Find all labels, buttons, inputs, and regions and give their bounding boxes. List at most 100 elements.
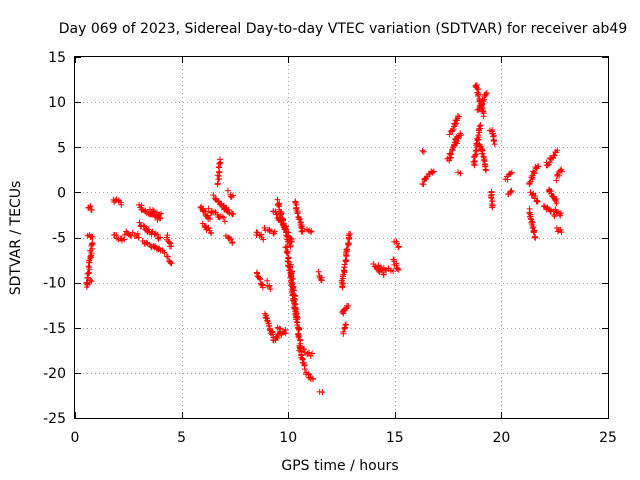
data-point bbox=[267, 286, 274, 293]
data-point bbox=[127, 232, 134, 239]
data-point bbox=[318, 277, 325, 284]
data-point bbox=[166, 258, 173, 265]
data-point bbox=[430, 168, 437, 175]
data-point bbox=[534, 198, 541, 205]
data-point bbox=[214, 172, 221, 179]
data-point bbox=[345, 241, 352, 248]
data-point bbox=[557, 167, 564, 174]
y-tick-label: -10 bbox=[43, 276, 66, 292]
data-point bbox=[533, 197, 540, 204]
data-point bbox=[151, 230, 158, 237]
data-point bbox=[419, 147, 426, 154]
data-point bbox=[395, 244, 402, 251]
data-point bbox=[476, 142, 483, 149]
data-point bbox=[457, 130, 464, 137]
data-point bbox=[288, 268, 295, 275]
data-point bbox=[136, 219, 143, 226]
data-point bbox=[448, 150, 455, 157]
data-point bbox=[217, 156, 224, 163]
y-tick-label: 10 bbox=[48, 95, 66, 111]
data-point bbox=[420, 181, 427, 188]
data-points bbox=[83, 81, 565, 396]
data-point bbox=[475, 106, 482, 113]
data-point bbox=[157, 234, 164, 241]
data-point bbox=[266, 322, 273, 329]
data-point bbox=[228, 236, 235, 243]
data-point bbox=[208, 208, 215, 215]
y-tick-label: 0 bbox=[57, 185, 66, 201]
data-point bbox=[164, 253, 171, 260]
data-point bbox=[298, 224, 305, 231]
data-point bbox=[429, 169, 436, 176]
data-point bbox=[205, 205, 212, 212]
data-point bbox=[532, 234, 539, 241]
data-point bbox=[310, 375, 317, 382]
data-point bbox=[449, 127, 456, 134]
data-point bbox=[299, 228, 306, 235]
data-point bbox=[480, 113, 487, 120]
data-point bbox=[340, 328, 347, 335]
data-point bbox=[553, 177, 560, 184]
x-tick-label: 25 bbox=[599, 430, 617, 446]
x-tick-labels: 0 5 10 15 20 25 bbox=[71, 430, 617, 446]
data-point bbox=[315, 268, 322, 275]
data-point bbox=[555, 228, 562, 235]
data-point bbox=[393, 240, 400, 247]
data-point bbox=[84, 281, 91, 288]
x-tick-label: 20 bbox=[492, 430, 510, 446]
y-axis-title: SDTVAR / TECUs bbox=[8, 181, 24, 296]
data-point bbox=[341, 324, 348, 331]
data-point bbox=[288, 238, 295, 245]
data-point bbox=[342, 321, 349, 328]
data-point bbox=[157, 214, 164, 221]
data-point bbox=[479, 150, 486, 157]
data-point bbox=[161, 249, 168, 256]
data-point bbox=[268, 331, 275, 338]
data-point bbox=[290, 275, 297, 282]
data-point bbox=[121, 236, 128, 243]
data-point bbox=[347, 231, 354, 238]
data-point bbox=[208, 230, 215, 237]
x-tick-label: 5 bbox=[177, 430, 186, 446]
data-point bbox=[216, 160, 223, 167]
data-point bbox=[226, 235, 233, 242]
y-tick-label: 5 bbox=[57, 140, 66, 156]
plot-frame bbox=[74, 56, 609, 419]
data-point bbox=[488, 195, 495, 202]
y-tick-label: -25 bbox=[43, 411, 66, 427]
data-point bbox=[343, 321, 350, 328]
data-point bbox=[477, 122, 484, 129]
data-point bbox=[143, 239, 150, 246]
data-point bbox=[221, 218, 228, 225]
data-point bbox=[277, 211, 284, 218]
data-point bbox=[551, 152, 558, 159]
data-point bbox=[558, 168, 565, 175]
axis-ticks bbox=[75, 57, 609, 419]
data-point bbox=[230, 210, 237, 217]
data-point bbox=[453, 138, 460, 145]
data-point bbox=[296, 326, 303, 333]
data-point bbox=[344, 246, 351, 253]
data-point bbox=[288, 238, 295, 245]
data-point bbox=[490, 133, 497, 140]
data-point bbox=[380, 271, 387, 278]
data-point bbox=[206, 215, 213, 222]
data-point bbox=[149, 207, 156, 214]
data-point bbox=[489, 204, 496, 211]
data-point bbox=[145, 226, 152, 233]
data-point bbox=[395, 266, 402, 273]
data-point bbox=[531, 234, 538, 241]
data-point bbox=[390, 268, 397, 275]
y-tick-label: -5 bbox=[52, 231, 66, 247]
data-point bbox=[340, 267, 347, 274]
data-point bbox=[87, 203, 94, 210]
data-point bbox=[394, 265, 401, 272]
data-point bbox=[158, 210, 165, 217]
data-point bbox=[551, 213, 558, 220]
chart-title: Day 069 of 2023, Sidereal Day-to-day VTE… bbox=[59, 21, 628, 37]
data-point bbox=[526, 180, 533, 187]
data-point bbox=[305, 370, 312, 377]
data-point bbox=[507, 170, 514, 177]
data-point bbox=[535, 163, 542, 170]
data-point bbox=[531, 169, 538, 176]
